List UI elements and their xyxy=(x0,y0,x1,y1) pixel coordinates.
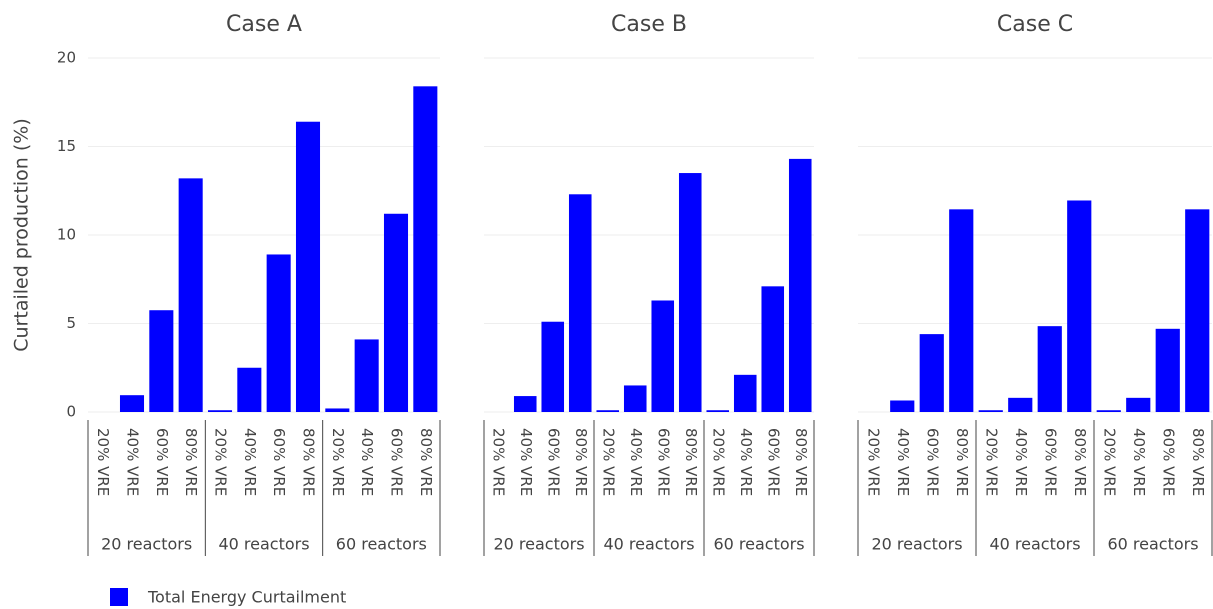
bar xyxy=(733,374,757,412)
bar xyxy=(761,286,785,412)
x-tick-label: 20% VRE xyxy=(982,428,1000,496)
group-label: 60 reactors xyxy=(1107,535,1198,554)
x-tick-label: 20% VRE xyxy=(212,428,230,496)
x-tick-label: 80% VRE xyxy=(1189,428,1207,496)
x-tick-label: 20% VRE xyxy=(709,428,727,496)
y-tick-label: 0 xyxy=(66,403,76,421)
x-tick-label: 40% VRE xyxy=(1012,428,1030,496)
bar xyxy=(295,121,321,412)
bar xyxy=(1037,326,1062,412)
x-tick-label: 40% VRE xyxy=(1130,428,1148,496)
group-label: 40 reactors xyxy=(989,535,1080,554)
bar xyxy=(266,254,291,412)
bar xyxy=(119,395,145,412)
bar xyxy=(678,173,702,412)
chart-title: Case A xyxy=(226,12,302,37)
bar xyxy=(237,367,262,412)
y-tick-label: 5 xyxy=(66,314,76,332)
y-tick-label: 15 xyxy=(57,137,76,155)
x-tick-label: 60% VRE xyxy=(153,428,171,496)
group-label: 60 reactors xyxy=(336,535,427,554)
x-tick-label: 60% VRE xyxy=(1159,428,1177,496)
x-tick-label: 40% VRE xyxy=(124,428,142,496)
chart-title: Case B xyxy=(611,12,687,37)
group-label: 20 reactors xyxy=(101,535,192,554)
x-tick-label: 40% VRE xyxy=(894,428,912,496)
group-label: 20 reactors xyxy=(493,535,584,554)
bar xyxy=(354,339,379,412)
x-tick-label: 60% VRE xyxy=(270,428,288,496)
x-tick-label: 20% VRE xyxy=(489,428,507,496)
group-label: 20 reactors xyxy=(871,535,962,554)
bar xyxy=(1096,410,1121,412)
bar xyxy=(596,410,620,412)
legend-label: Total Energy Curtailment xyxy=(147,588,346,607)
bar xyxy=(919,334,944,412)
x-tick-label: 20% VRE xyxy=(599,428,617,496)
bar xyxy=(1155,328,1180,412)
bar xyxy=(413,86,438,412)
x-tick-label: 20% VRE xyxy=(864,428,882,496)
bar xyxy=(1185,209,1210,412)
bar xyxy=(1008,397,1033,412)
bar xyxy=(541,321,565,412)
x-tick-label: 60% VRE xyxy=(388,428,406,496)
x-tick-label: 80% VRE xyxy=(953,428,971,496)
bar xyxy=(890,400,915,412)
bar xyxy=(706,410,730,412)
group-label: 60 reactors xyxy=(713,535,804,554)
x-tick-label: 80% VRE xyxy=(417,428,435,496)
bar xyxy=(149,310,174,412)
legend-swatch xyxy=(110,588,128,606)
x-tick-label: 60% VRE xyxy=(923,428,941,496)
x-tick-label: 60% VRE xyxy=(654,428,672,496)
bar xyxy=(1067,200,1092,412)
x-tick-label: 60% VRE xyxy=(764,428,782,496)
bar xyxy=(513,396,537,412)
bar xyxy=(788,158,812,412)
x-tick-label: 80% VRE xyxy=(182,428,200,496)
bar xyxy=(383,213,409,412)
bar xyxy=(178,178,203,412)
x-tick-label: 80% VRE xyxy=(792,428,810,496)
bar xyxy=(1126,397,1151,412)
x-tick-label: 20% VRE xyxy=(329,428,347,496)
bar xyxy=(207,410,233,412)
x-tick-label: 40% VRE xyxy=(241,428,259,496)
group-label: 40 reactors xyxy=(218,535,309,554)
x-tick-label: 80% VRE xyxy=(682,428,700,496)
x-tick-label: 40% VRE xyxy=(358,428,376,496)
x-tick-label: 60% VRE xyxy=(544,428,562,496)
x-tick-label: 80% VRE xyxy=(300,428,318,496)
bar xyxy=(568,194,592,412)
group-label: 40 reactors xyxy=(603,535,694,554)
x-tick-label: 20% VRE xyxy=(94,428,112,496)
y-tick-label: 10 xyxy=(57,226,76,244)
x-tick-label: 40% VRE xyxy=(737,428,755,496)
chart-title: Case C xyxy=(997,12,1073,37)
x-tick-label: 40% VRE xyxy=(627,428,645,496)
x-tick-label: 60% VRE xyxy=(1041,428,1059,496)
bar xyxy=(325,408,350,412)
y-axis-label: Curtailed production (%) xyxy=(11,118,33,352)
bar xyxy=(651,300,675,412)
y-tick-label: 20 xyxy=(57,49,76,67)
bar xyxy=(949,209,974,412)
x-tick-label: 20% VRE xyxy=(1100,428,1118,496)
x-tick-label: 80% VRE xyxy=(1071,428,1089,496)
bar xyxy=(978,410,1003,412)
bar xyxy=(623,385,647,412)
x-tick-label: 80% VRE xyxy=(572,428,590,496)
x-tick-label: 40% VRE xyxy=(517,428,535,496)
